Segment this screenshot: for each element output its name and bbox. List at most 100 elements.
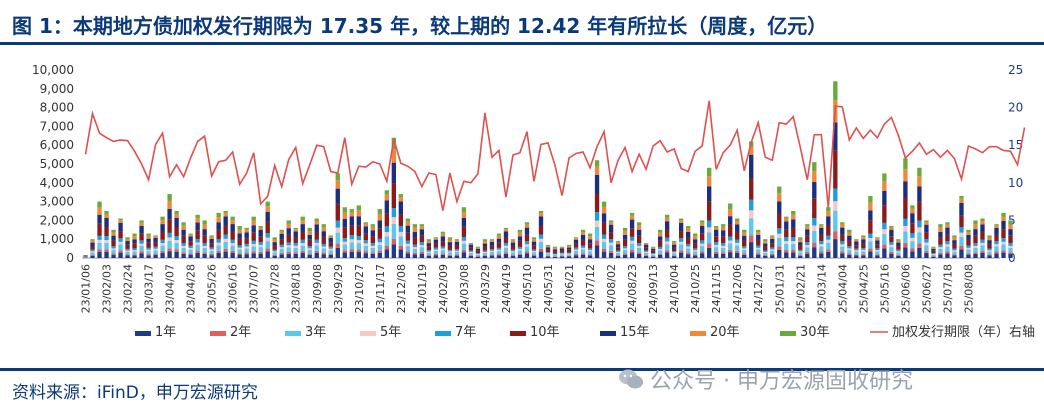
bar-segment-7年 xyxy=(615,250,621,252)
bar-segment-30年 xyxy=(1001,212,1006,217)
bar-segment-20年 xyxy=(749,146,754,155)
x-tick-label: 25/08/08 xyxy=(962,264,975,313)
bar-segment-5年 xyxy=(707,227,712,233)
bar-segment-15年 xyxy=(412,232,418,238)
bar-segment-10年 xyxy=(896,245,901,250)
bar-segment-1年 xyxy=(370,253,375,258)
bar-segment-1年 xyxy=(356,252,361,258)
bar-segment-3年 xyxy=(903,231,908,243)
bar-segment-7年 xyxy=(188,245,193,249)
bar-segment-10年 xyxy=(861,243,866,249)
bar-segment-10年 xyxy=(153,242,158,247)
x-tick-label: 23/10/27 xyxy=(353,264,366,313)
bar-segment-7年 xyxy=(307,246,312,249)
bar-segment-2年 xyxy=(279,252,284,255)
bar-segment-15年 xyxy=(784,221,789,230)
bar-segment-3年 xyxy=(531,252,537,255)
bar-segment-5年 xyxy=(875,250,880,252)
bar-segment-20年 xyxy=(756,232,761,235)
bar-segment-5年 xyxy=(868,238,873,242)
bar-segment-30年 xyxy=(903,158,908,170)
bar-segment-20年 xyxy=(671,242,677,245)
bar-segment-7年 xyxy=(517,246,523,249)
bar-segment-10年 xyxy=(952,243,957,249)
bar-segment-20年 xyxy=(840,224,845,228)
bar-segment-5年 xyxy=(293,245,298,248)
bar-segment-5年 xyxy=(489,250,495,252)
bar-segment-7年 xyxy=(167,232,172,238)
bar-segment-3年 xyxy=(650,254,656,257)
bar-segment-7年 xyxy=(174,236,179,240)
bar-segment-15年 xyxy=(440,236,446,242)
bar-segment-15年 xyxy=(735,224,740,232)
bar-segment-7年 xyxy=(510,249,516,252)
x-tick-label: 23/02/03 xyxy=(101,264,114,313)
bar-segment-20年 xyxy=(966,232,971,235)
bar-segment-2年 xyxy=(749,235,754,243)
bar-segment-10年 xyxy=(566,249,572,253)
bar-segment-30年 xyxy=(875,237,880,239)
bar-segment-20年 xyxy=(545,245,551,248)
bar-segment-10年 xyxy=(636,235,642,244)
bar-segment-20年 xyxy=(237,229,242,234)
bar-segment-2年 xyxy=(314,250,319,253)
bar-segment-2年 xyxy=(636,252,642,254)
bar-segment-30年 xyxy=(314,218,319,222)
legend-label-3年: 3年 xyxy=(305,325,326,340)
bar-segment-7年 xyxy=(798,249,803,252)
bar-segment-20年 xyxy=(959,198,964,204)
bar-segment-1年 xyxy=(721,253,726,258)
bar-segment-10年 xyxy=(412,237,418,245)
bar-segment-20年 xyxy=(854,240,859,242)
bar-segment-30年 xyxy=(945,222,950,225)
y-left-tick-label: 9,000 xyxy=(40,82,74,96)
bar-segment-15年 xyxy=(994,228,999,235)
bar-segment-15年 xyxy=(643,244,649,248)
bar-segment-1年 xyxy=(293,253,298,258)
bar-segment-20年 xyxy=(384,194,390,201)
bar-segment-20年 xyxy=(580,232,586,235)
bar-segment-1年 xyxy=(461,252,467,258)
bar-segment-1年 xyxy=(777,249,782,258)
bar-segment-7年 xyxy=(475,253,481,254)
bar-segment-20年 xyxy=(938,227,943,233)
bar-segment-15年 xyxy=(966,234,971,240)
bar-segment-7年 xyxy=(854,248,859,251)
bar-segment-3年 xyxy=(812,230,817,243)
bar-segment-10年 xyxy=(328,242,333,247)
bar-segment-7年 xyxy=(777,228,782,234)
bar-segment-5年 xyxy=(664,241,670,245)
bar-segment-7年 xyxy=(931,253,936,254)
bar-segment-1年 xyxy=(749,242,754,258)
bar-segment-3年 xyxy=(230,245,235,251)
bar-segment-20年 xyxy=(594,166,600,175)
bar-segment-7年 xyxy=(538,234,544,239)
bar-segment-5年 xyxy=(321,246,326,249)
bar-segment-7年 xyxy=(160,239,165,244)
bar-segment-30年 xyxy=(566,244,572,247)
bar-segment-3年 xyxy=(657,250,663,254)
bar-segment-30年 xyxy=(104,211,109,214)
bar-segment-15年 xyxy=(896,242,901,246)
bar-segment-1年 xyxy=(707,247,712,258)
bar-segment-30年 xyxy=(461,207,467,213)
legend-label-15年: 15年 xyxy=(620,325,650,340)
bar-segment-2年 xyxy=(90,254,95,256)
bar-segment-20年 xyxy=(1001,216,1006,222)
bar-segment-3年 xyxy=(580,249,586,254)
bar-segment-3年 xyxy=(924,245,929,251)
bar-segment-1年 xyxy=(223,251,228,258)
bar-segment-3年 xyxy=(447,252,453,255)
bar-segment-5年 xyxy=(882,229,887,235)
bar-segment-10年 xyxy=(735,231,740,240)
bar-segment-7年 xyxy=(237,245,242,248)
bar-segment-30年 xyxy=(321,224,326,228)
bar-segment-20年 xyxy=(454,240,460,242)
x-tick-label: 24/12/27 xyxy=(752,264,765,313)
bar-segment-20年 xyxy=(517,232,523,237)
bar-segment-1年 xyxy=(244,254,249,258)
bar-segment-7年 xyxy=(384,226,390,233)
bar-segment-20年 xyxy=(370,226,375,231)
bar-segment-7年 xyxy=(882,222,887,230)
bar-segment-15年 xyxy=(678,223,684,232)
